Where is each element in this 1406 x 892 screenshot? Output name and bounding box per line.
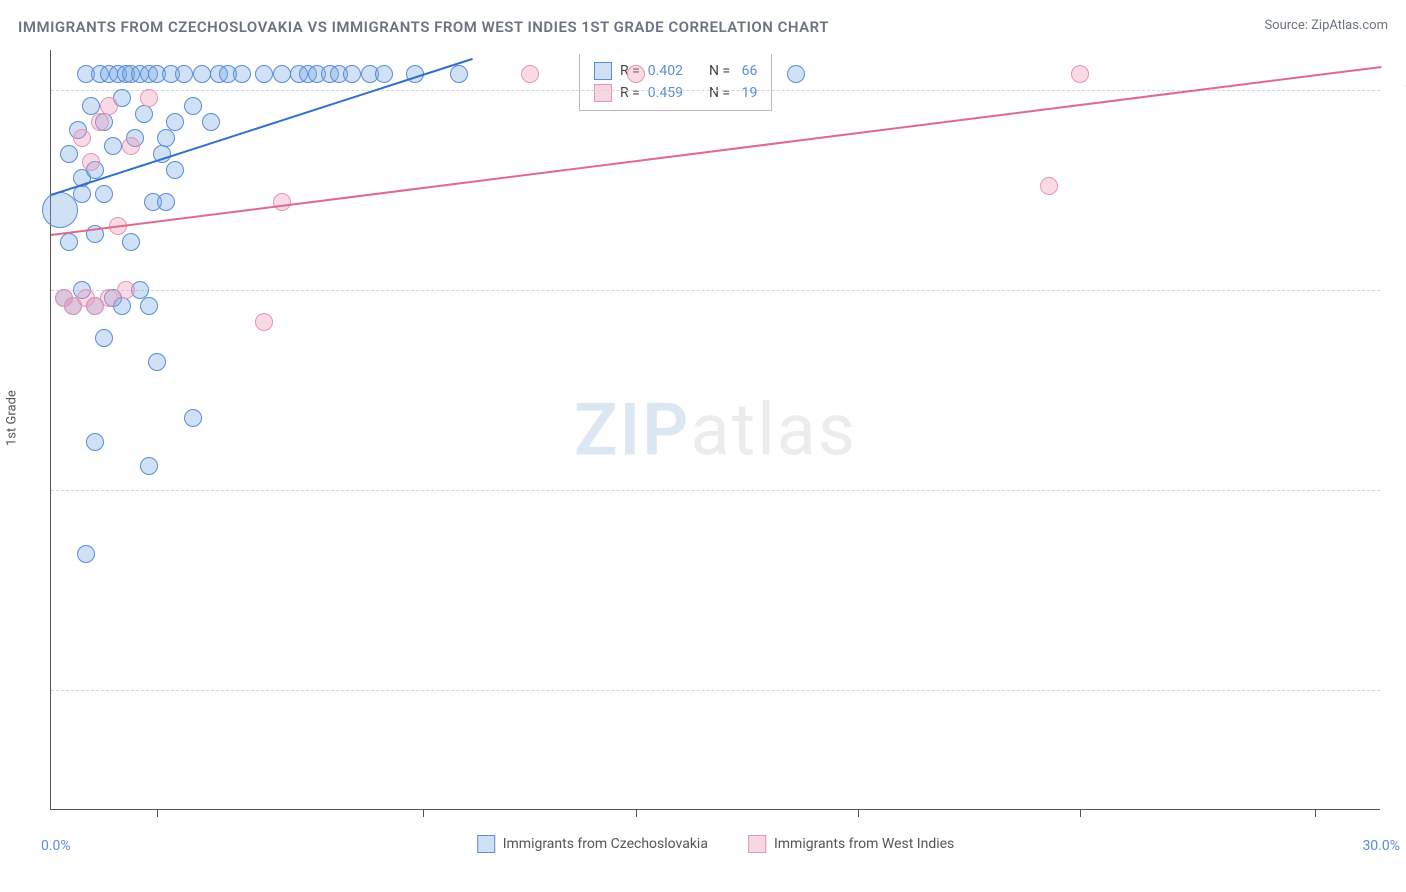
data-point [140,297,158,315]
x-tick [1080,809,1081,817]
y-tick-label: 92.5% [1390,682,1406,698]
x-max-label: 30.0% [1362,838,1400,854]
data-point [375,65,393,83]
legend-stats-box: R = 0.402 N = 66R = 0.459 N = 19 [579,54,772,111]
source-attribution: Source: ZipAtlas.com [1264,18,1388,33]
data-point [60,145,78,163]
source-value: ZipAtlas.com [1311,18,1388,33]
data-point [787,65,805,83]
watermark-brand-a: ZIP [574,387,690,472]
data-point [95,329,113,347]
data-point [627,65,645,83]
x-tick [423,809,424,817]
watermark-brand-b: atlas [690,387,857,472]
legend-swatch [477,835,495,853]
data-point [100,97,118,115]
data-point [117,281,135,299]
plot-area: ZIPatlas R =0.402N = 66R =0.459N = 19 Im… [50,50,1380,810]
chart-title: IMMIGRANTS FROM CZECHOSLOVAKIA VS IMMIGR… [18,18,829,36]
legend-n-value: 66 [738,60,757,82]
data-point [450,65,468,83]
legend-n-label: N = [709,60,730,82]
data-point [91,113,109,131]
legend-swatch [748,835,766,853]
x-tick [858,809,859,817]
data-point [42,192,78,228]
data-point [255,313,273,331]
bottom-legend: Immigrants from Czechoslovakia Immigrants… [477,835,955,853]
data-point [166,113,184,131]
legend-r-label: R = [620,82,640,104]
data-point [273,193,291,211]
legend-r-value: 0.402 [648,60,683,82]
data-point [184,409,202,427]
grid-line [51,490,1380,491]
data-point [166,161,184,179]
data-point [1071,65,1089,83]
y-tick-label: 95.0% [1390,482,1406,498]
data-point [184,97,202,115]
x-tick [1315,809,1316,817]
x-tick [157,809,158,817]
data-point [60,233,78,251]
source-label: Source: [1264,18,1307,33]
data-point [73,129,91,147]
data-point [1040,177,1058,195]
bottom-legend-label: Immigrants from Czechoslovakia [503,836,708,852]
grid-line [51,290,1380,291]
data-point [343,65,361,83]
x-min-label: 0.0% [41,838,71,854]
data-point [521,65,539,83]
legend-n-label: N = [709,82,730,104]
data-point [148,353,166,371]
data-point [140,457,158,475]
data-point [77,545,95,563]
legend-swatch [594,62,612,80]
data-point [122,233,140,251]
legend-swatch [594,84,612,102]
legend-row: R =0.402N = 66 [594,60,757,82]
data-point [100,289,118,307]
grid-line [51,690,1380,691]
data-point [95,185,113,203]
legend-row: R = 0.459 N = 19 [594,82,757,104]
data-point [157,193,175,211]
legend-r-value: 0.459 [648,82,683,104]
data-point [140,89,158,107]
data-point [202,113,220,131]
watermark: ZIPatlas [574,387,857,472]
data-point [233,65,251,83]
bottom-legend-label: Immigrants from West Indies [774,836,954,852]
bottom-legend-item: Immigrants from West Indies [748,835,954,853]
y-axis-label: 1st Grade [5,390,20,446]
data-point [175,65,193,83]
data-point [255,65,273,83]
data-point [193,65,211,83]
y-tick-label: 100.0% [1390,82,1406,98]
data-point [273,65,291,83]
y-tick-label: 97.5% [1390,282,1406,298]
data-point [157,129,175,147]
data-point [82,153,100,171]
legend-n-value: 19 [738,82,757,104]
data-point [135,105,153,123]
data-point [86,433,104,451]
data-point [122,137,140,155]
bottom-legend-item: Immigrants from Czechoslovakia [477,835,708,853]
data-point [104,137,122,155]
x-tick [636,809,637,817]
